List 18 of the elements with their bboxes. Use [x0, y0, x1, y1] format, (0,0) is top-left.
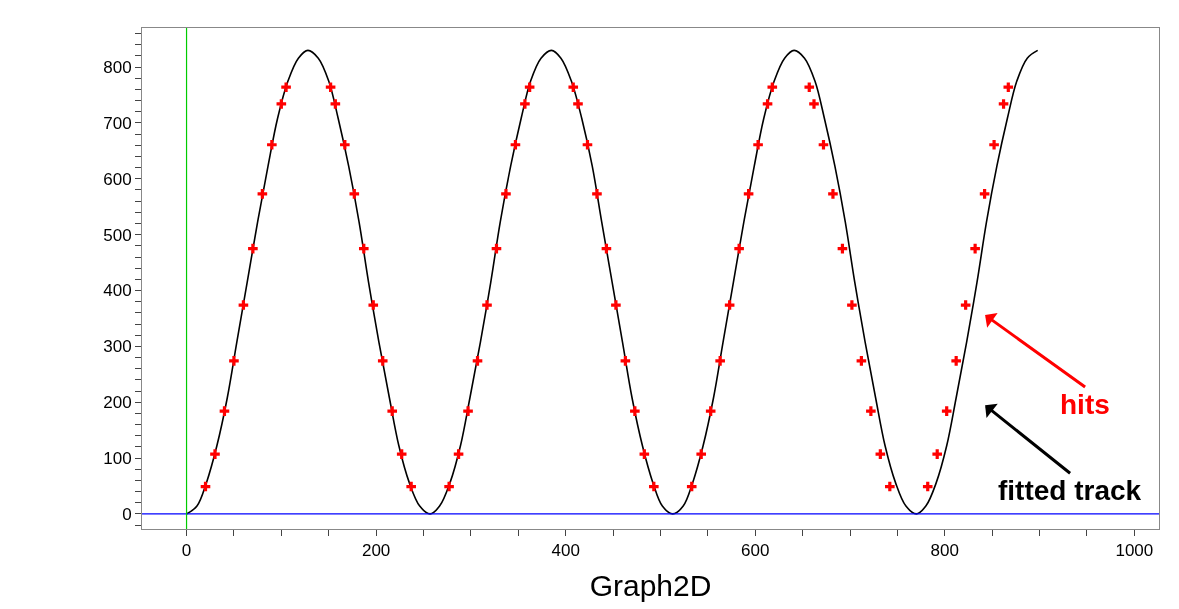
y-tick-label: 800 — [103, 58, 132, 78]
y-tick-label: 200 — [103, 393, 132, 413]
y-tick-label: 700 — [103, 113, 132, 133]
y-tick-label: 0 — [122, 504, 132, 524]
x-tick-label: 400 — [551, 541, 580, 561]
y-tick-label: 600 — [103, 169, 132, 189]
annotation: hits — [1060, 389, 1110, 420]
y-tick-label: 500 — [103, 225, 132, 245]
x-tick-label: 1000 — [1115, 541, 1154, 561]
x-tick-label: 200 — [361, 541, 391, 561]
x-tick-label: 800 — [930, 541, 959, 561]
x-axis-title: Graph2D — [589, 568, 712, 602]
x-tick-label: 0 — [181, 541, 192, 561]
annotation: fitted track — [998, 475, 1142, 506]
y-tick-label: 400 — [103, 281, 132, 301]
x-tick-label: 600 — [741, 541, 770, 561]
y-tick-label: 300 — [103, 337, 132, 357]
y-tick-label: 100 — [103, 449, 132, 469]
